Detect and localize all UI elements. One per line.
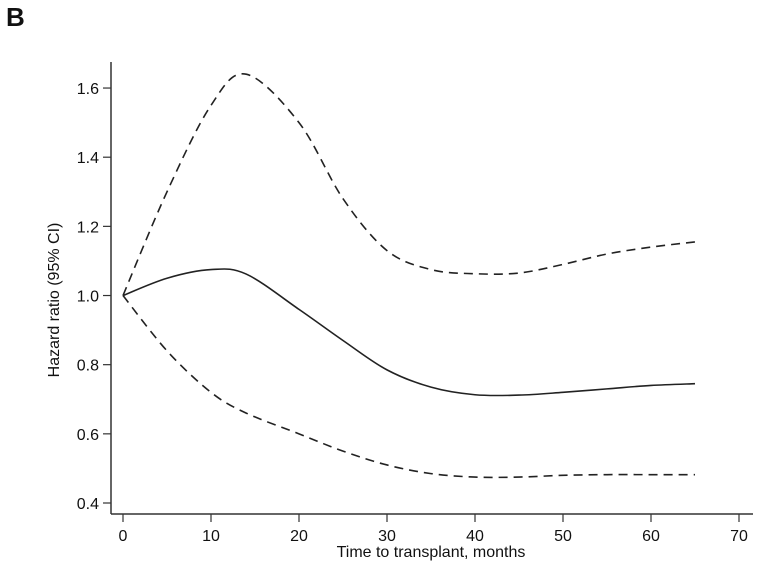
- upper-95-ci-line: [122, 73, 696, 296]
- y-axis-title: Hazard ratio (95% CI): [46, 223, 63, 378]
- x-tick-label: 60: [642, 528, 660, 545]
- y-tick-label: 1.2: [77, 219, 99, 236]
- panel-label: B: [6, 2, 25, 32]
- x-tick-label: 30: [378, 528, 396, 545]
- x-tick-label: 40: [466, 528, 484, 545]
- y-tick-label: 1.4: [77, 150, 99, 167]
- y-tick-label: 1.6: [77, 81, 99, 98]
- x-tick-label: 70: [730, 528, 748, 545]
- y-tick-label: 0.4: [77, 496, 99, 513]
- x-tick-label: 10: [202, 528, 220, 545]
- y-tick-label: 0.8: [77, 358, 99, 375]
- x-tick-label: 0: [119, 528, 128, 545]
- y-tick-label: 0.6: [77, 427, 99, 444]
- lower-95-ci-line: [122, 295, 695, 479]
- x-tick-label: 50: [554, 528, 572, 545]
- y-tick-label: 1.0: [77, 289, 99, 306]
- x-tick-label: 20: [290, 528, 308, 545]
- x-axis-title: Time to transplant, months: [337, 544, 526, 561]
- hazard-ratio-line: [122, 268, 696, 397]
